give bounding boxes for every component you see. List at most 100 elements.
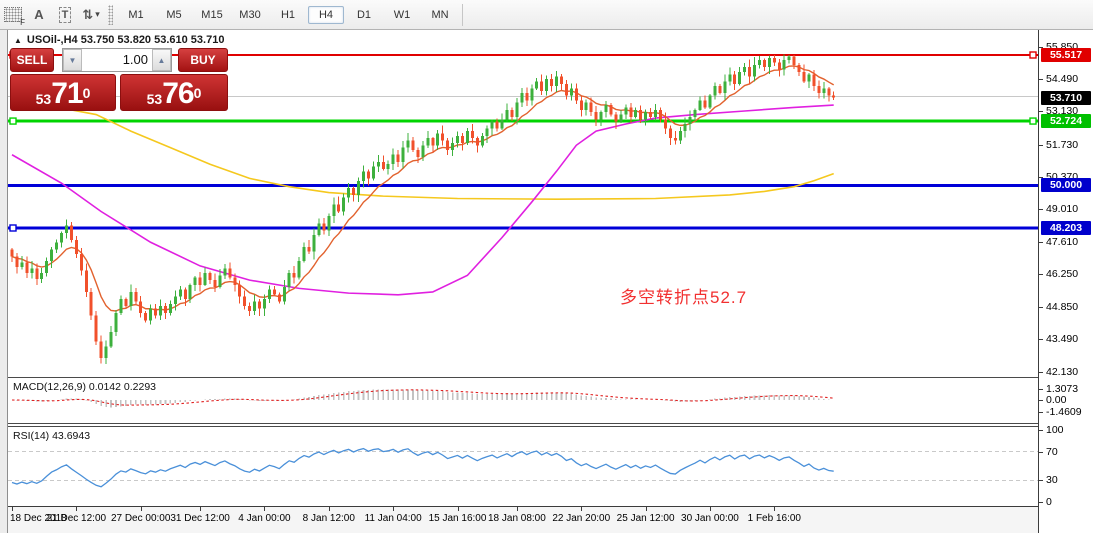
candle-body: [25, 262, 29, 274]
price-axis-tick: [1039, 242, 1043, 244]
price-axis[interactable]: 55.85054.49053.13051.73050.37049.01047.6…: [1038, 30, 1093, 533]
time-axis[interactable]: 18 Dec 2018 21 Dec 12:00 27 Dec 00:00 31 De…: [8, 506, 1038, 533]
candle-body: [555, 76, 558, 87]
candle-body: [149, 308, 153, 321]
candle-body: [396, 154, 400, 162]
candle-body: [545, 79, 549, 91]
buy-price-box[interactable]: 53 76 0: [120, 74, 228, 111]
toolbar-grip[interactable]: [108, 4, 113, 25]
candle-body: [604, 105, 608, 113]
buy-button[interactable]: BUY: [178, 48, 228, 72]
pane-separator[interactable]: [8, 423, 1038, 424]
candle-body: [198, 277, 202, 285]
timeframe-button-d1[interactable]: D1: [356, 8, 372, 21]
line-handle[interactable]: [1029, 51, 1037, 59]
candle-body: [401, 147, 405, 162]
pane-separator[interactable]: [8, 426, 1038, 427]
rsi-line: [11, 447, 834, 488]
candle-body: [762, 60, 766, 68]
chart-text-annotation[interactable]: 多空转折点52.7: [620, 288, 748, 307]
one-click-collapse-icon[interactable]: ▲: [14, 35, 22, 45]
candle-body: [60, 232, 63, 243]
candle-body: [713, 86, 717, 96]
candle-body: [342, 197, 346, 212]
price-axis-tick-label: 46.250: [1046, 268, 1079, 281]
candle-body: [480, 135, 484, 146]
candle-body: [431, 138, 435, 146]
chart-grid-f-icon[interactable]: F: [1, 4, 25, 27]
candle-body: [559, 76, 563, 84]
candle-body: [79, 254, 83, 271]
time-axis-tick: [12, 507, 13, 511]
dropdown-caret-icon[interactable]: ▾: [95, 9, 100, 19]
candle-body: [20, 262, 24, 268]
macd-chart-canvas[interactable]: [8, 378, 1038, 423]
time-axis-tick-label: 18 Jan 08:00: [487, 513, 546, 524]
line-handle[interactable]: [9, 224, 17, 232]
time-axis-tick: [393, 507, 395, 511]
timeframe-button-m1[interactable]: M1: [128, 8, 144, 21]
time-axis-tick-label: 30 Jan 00:00: [681, 513, 739, 524]
candle-body: [178, 289, 182, 297]
candle-body: [530, 88, 534, 101]
candle-body: [767, 57, 771, 68]
candle-body: [267, 289, 271, 300]
rsi-axis-tick-label: 0: [1046, 496, 1052, 508]
timeframe-button-w1[interactable]: W1: [393, 8, 411, 21]
candle-body: [188, 284, 192, 300]
candle-body: [15, 256, 19, 268]
volume-increase-button[interactable]: ▲: [152, 49, 171, 71]
price-axis-tick: [1039, 339, 1043, 341]
timeframe-button-mn[interactable]: MN: [431, 8, 449, 21]
candle-body: [728, 74, 732, 82]
price-axis-tick: [1039, 144, 1043, 146]
candle-body: [352, 187, 356, 195]
timeframe-button-m30[interactable]: M30: [239, 8, 261, 21]
candle-body: [654, 109, 657, 117]
arrange-arrows-icon[interactable]: ⇅ ▾: [82, 6, 100, 22]
candle-body: [832, 95, 836, 98]
macd-axis-tick: [1039, 388, 1043, 390]
candle-body: [347, 187, 351, 198]
volume-decrease-button[interactable]: ▼: [63, 49, 82, 71]
label-a-icon[interactable]: A: [34, 7, 44, 22]
price-axis-tick: [1039, 79, 1043, 81]
rsi-axis-tick-label: 30: [1046, 474, 1058, 487]
price-chart-canvas[interactable]: [8, 30, 1038, 377]
pane-separator[interactable]: [8, 377, 1038, 378]
ma-mid-line: [11, 104, 834, 296]
macd-axis-tick-label: 1.3073: [1046, 382, 1079, 395]
text-tool-icon[interactable]: T: [53, 4, 77, 26]
candle-body: [262, 299, 266, 309]
candle-body: [609, 105, 613, 115]
candle-body: [381, 161, 385, 169]
timeframe-button-m15[interactable]: M15: [201, 8, 223, 21]
timeframe-button-h1[interactable]: H1: [280, 8, 296, 21]
candle-body: [327, 216, 331, 231]
sell-button[interactable]: SELL: [10, 48, 54, 72]
candle-body: [144, 313, 148, 321]
candle-body: [386, 164, 390, 169]
candle-body: [94, 315, 98, 342]
candle-body: [337, 204, 341, 212]
candle-body: [99, 341, 103, 359]
candle-body: [584, 102, 588, 110]
line-handle[interactable]: [9, 117, 17, 125]
candle-body: [738, 71, 742, 84]
candle-body: [614, 114, 618, 122]
chart-window: [0, 30, 1093, 533]
time-axis-tick-label: 11 Jan 04:00: [364, 513, 422, 524]
time-axis-tick-label: 21 Dec 12:00: [46, 513, 107, 524]
line-handle[interactable]: [1029, 117, 1037, 125]
sell-price-box[interactable]: 53 71 0: [10, 74, 116, 111]
candle-body: [89, 291, 93, 316]
candle-body: [703, 100, 707, 108]
candle-body: [302, 246, 306, 262]
timeframe-button-m5[interactable]: M5: [166, 8, 182, 21]
timeframe-button-h4[interactable]: H4: [308, 5, 344, 24]
candle-body: [569, 88, 573, 96]
time-axis-tick-label: 8 Jan 12:00: [302, 513, 355, 524]
volume-value[interactable]: 1.00: [122, 52, 148, 67]
candle-body: [258, 301, 261, 309]
rsi-chart-canvas[interactable]: [8, 427, 1038, 505]
